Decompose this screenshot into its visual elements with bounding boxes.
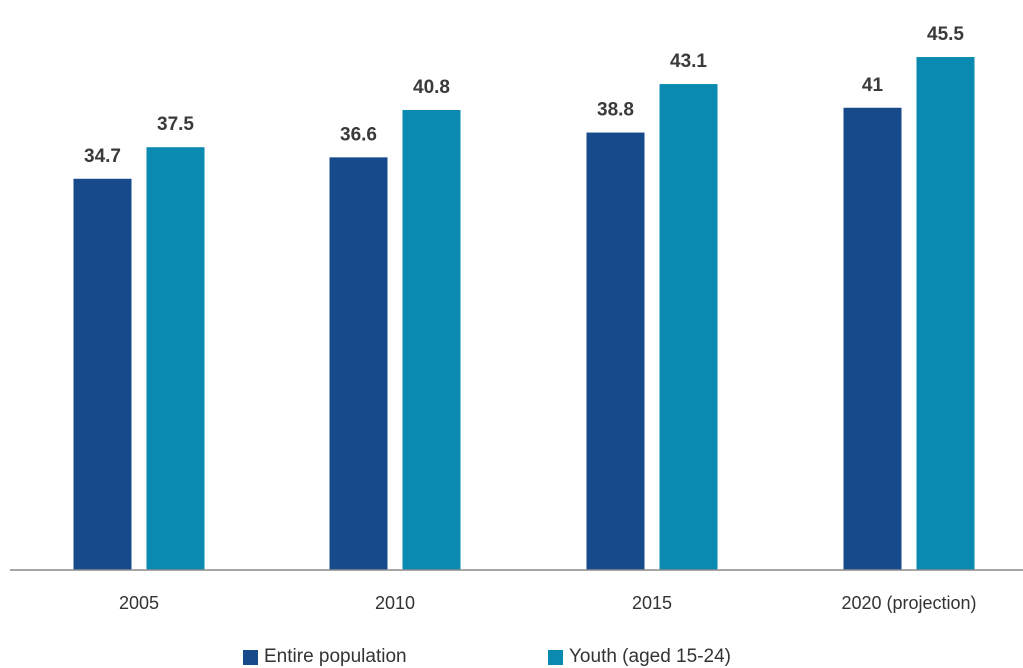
value-label-entire-population-1: 36.6: [340, 124, 377, 145]
bar-entire-population-2: [586, 132, 645, 570]
bar-youth-2: [659, 84, 718, 570]
legend-label-youth: Youth (aged 15-24): [569, 646, 731, 667]
value-label-youth-0: 37.5: [157, 114, 194, 135]
value-label-youth-2: 43.1: [670, 51, 707, 72]
x-tick-label-0: 2005: [119, 593, 159, 613]
value-label-entire-population-3: 41: [862, 75, 884, 96]
x-tick-labels-group: 2005 2010 2015 2020 (projection): [119, 593, 977, 613]
bar-youth-3: [916, 57, 975, 571]
legend-label-entire-population: Entire population: [264, 646, 407, 667]
x-tick-label-3: 2020 (projection): [841, 593, 976, 613]
bars-group: [73, 57, 975, 571]
bar-entire-population-0: [73, 178, 132, 570]
legend-swatch-entire-population: [243, 649, 258, 665]
value-label-youth-3: 45.5: [927, 24, 964, 45]
bar-youth-1: [402, 110, 461, 570]
legend: Entire population Youth (aged 15-24): [0, 646, 1023, 668]
value-label-entire-population-0: 34.7: [84, 146, 121, 167]
value-labels-group: 34.7 37.5 36.6 40.8 38.8 43.1 41 45.5: [84, 24, 964, 167]
value-label-youth-1: 40.8: [413, 77, 450, 98]
x-tick-label-2: 2015: [632, 593, 672, 613]
value-label-entire-population-2: 38.8: [597, 100, 634, 121]
bar-entire-population-1: [329, 157, 388, 570]
x-tick-label-1: 2010: [375, 593, 415, 613]
legend-item-entire-population: Entire population: [243, 646, 407, 668]
legend-swatch-youth: [548, 649, 563, 665]
bar-youth-0: [146, 147, 205, 571]
legend-item-youth: Youth (aged 15-24): [548, 646, 731, 668]
bar-entire-population-3: [843, 107, 902, 570]
